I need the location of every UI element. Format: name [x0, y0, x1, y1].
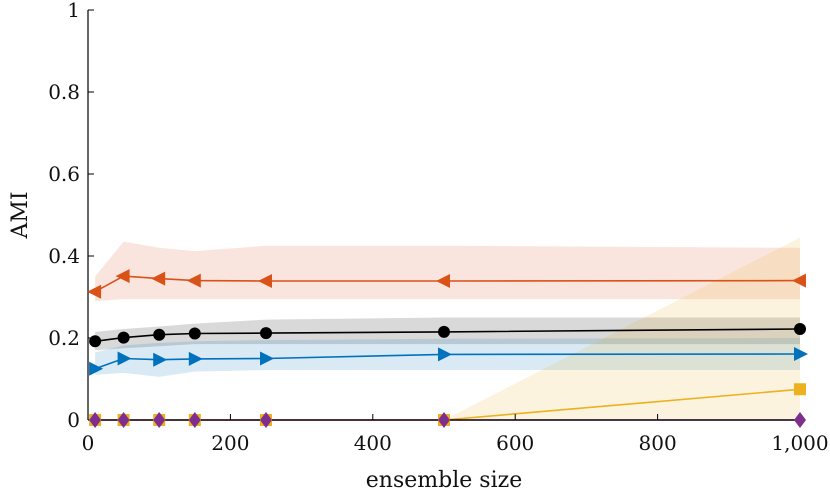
y-tick-label: 0	[67, 408, 80, 432]
series-4-point	[794, 383, 806, 396]
x-tick-label: 400	[354, 431, 392, 455]
series-5-point	[260, 412, 272, 428]
series-5-point	[188, 412, 201, 428]
series-2-point	[438, 325, 450, 338]
series-5-point	[89, 412, 102, 428]
series-2-point	[188, 327, 201, 340]
series-3-point	[89, 361, 104, 376]
series-3-point	[153, 352, 168, 367]
series-2-point	[260, 327, 272, 340]
series-2-point	[794, 322, 806, 335]
series-markers	[87, 269, 808, 428]
series-2-point	[89, 335, 102, 348]
x-tick-label: 1,000	[771, 431, 828, 455]
axes: 0 200 400 600 800 1,000 0 0.2 0.4 0.6 0.8 1	[48, 0, 828, 455]
series-2-point	[117, 331, 130, 344]
series-5-point	[438, 412, 450, 428]
series-3-point	[794, 347, 808, 361]
series-1-point	[186, 273, 201, 288]
series-1-point	[258, 274, 272, 288]
series-1-point	[436, 274, 450, 288]
series-5-point	[794, 412, 806, 428]
y-tick-label: 0.6	[48, 162, 80, 186]
series-3-band	[95, 338, 801, 377]
x-tick-label: 800	[639, 431, 677, 455]
series-3-point	[260, 351, 274, 366]
series-1-point	[115, 269, 130, 284]
series-5-point	[153, 412, 166, 428]
y-tick-label: 0.8	[48, 80, 80, 104]
series-1-point	[151, 271, 166, 286]
series-3-point	[188, 351, 203, 366]
x-tick-label: 600	[496, 431, 534, 455]
x-tick-label: 0	[82, 431, 95, 455]
y-axis-label: AMI	[8, 191, 33, 239]
series-4-band	[95, 237, 801, 420]
series-2-point	[153, 328, 166, 341]
y-tick-label: 0.2	[48, 326, 80, 350]
y-tick-label: 1	[67, 0, 80, 22]
series-3-point	[117, 351, 132, 366]
series-3-point	[438, 347, 452, 362]
series-1-point	[87, 284, 102, 299]
x-tick-label: 200	[211, 431, 249, 455]
x-axis-label: ensemble size	[366, 468, 522, 493]
series-5-point	[117, 412, 130, 428]
series-1-point	[792, 273, 806, 288]
y-tick-label: 0.4	[48, 244, 80, 268]
